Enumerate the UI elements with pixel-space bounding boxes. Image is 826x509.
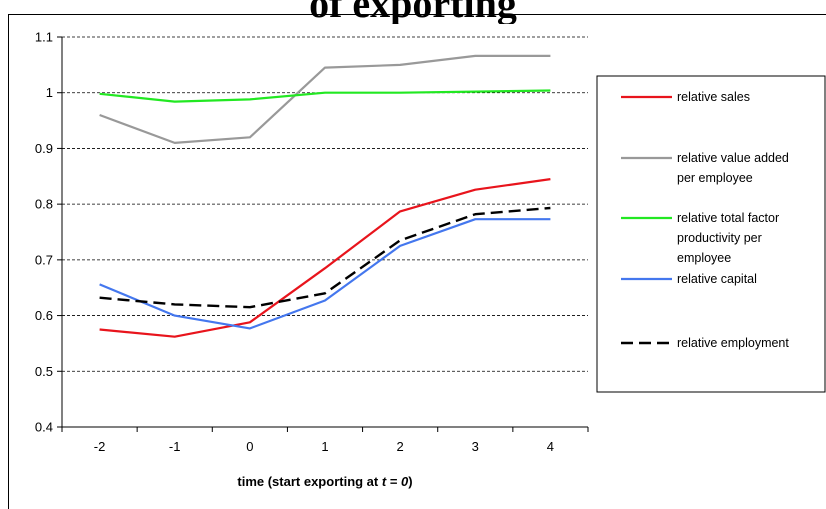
legend-label: relative employment	[677, 336, 789, 350]
page-title: of exporting	[309, 0, 517, 24]
legend: relative sales relative value added per em…	[596, 75, 826, 393]
y-tick-label: 0.8	[35, 197, 53, 212]
y-tick-label: 0.7	[35, 252, 53, 267]
y-tick-label: 0.6	[35, 308, 53, 323]
series-line	[99, 89, 551, 103]
x-axis-label-prefix: time (start exporting at	[237, 474, 381, 489]
series-line	[99, 54, 551, 144]
x-axis-label-eq: =	[386, 474, 401, 489]
y-tick-label: 1.1	[35, 30, 53, 45]
legend-label: employee	[677, 251, 731, 265]
gridlines	[62, 36, 588, 372]
y-tick-label: 0.5	[35, 364, 53, 379]
chart-frame	[8, 14, 826, 509]
legend-label: relative total factor	[677, 211, 779, 225]
x-axis-label-val: 0	[401, 474, 409, 489]
legend-label: relative sales	[677, 90, 750, 104]
x-tick-label: 2	[397, 439, 404, 454]
axes: 0.4 0.5 0.6 0.7 0.8 0.9 1 1.1 -2 -1 0 1 2 3 4	[35, 30, 589, 454]
title-strip: of exporting	[0, 0, 826, 24]
x-axis-label-suffix: )	[408, 474, 412, 489]
y-tick-label: 1	[46, 85, 53, 100]
x-tick-label: 1	[321, 439, 328, 454]
legend-label: productivity per	[677, 231, 762, 245]
series-lines	[99, 54, 551, 338]
legend-label: relative capital	[677, 272, 757, 286]
x-tick-label: 0	[246, 439, 253, 454]
series-line	[99, 206, 551, 309]
legend-label: relative value added	[677, 151, 789, 165]
x-axis-label-var: t	[382, 474, 387, 489]
x-axis-label: time (start exporting at t = 0)	[237, 474, 412, 489]
legend-box	[596, 75, 826, 393]
x-tick-label: 4	[547, 439, 554, 454]
x-tick-label: -2	[94, 439, 106, 454]
x-tick-label: -1	[169, 439, 181, 454]
y-tick-label: 0.4	[35, 420, 53, 435]
series-line	[99, 218, 551, 330]
x-tick-label: 3	[472, 439, 479, 454]
y-tick-label: 0.9	[35, 141, 53, 156]
legend-label: per employee	[677, 171, 753, 185]
series-line	[99, 178, 551, 338]
